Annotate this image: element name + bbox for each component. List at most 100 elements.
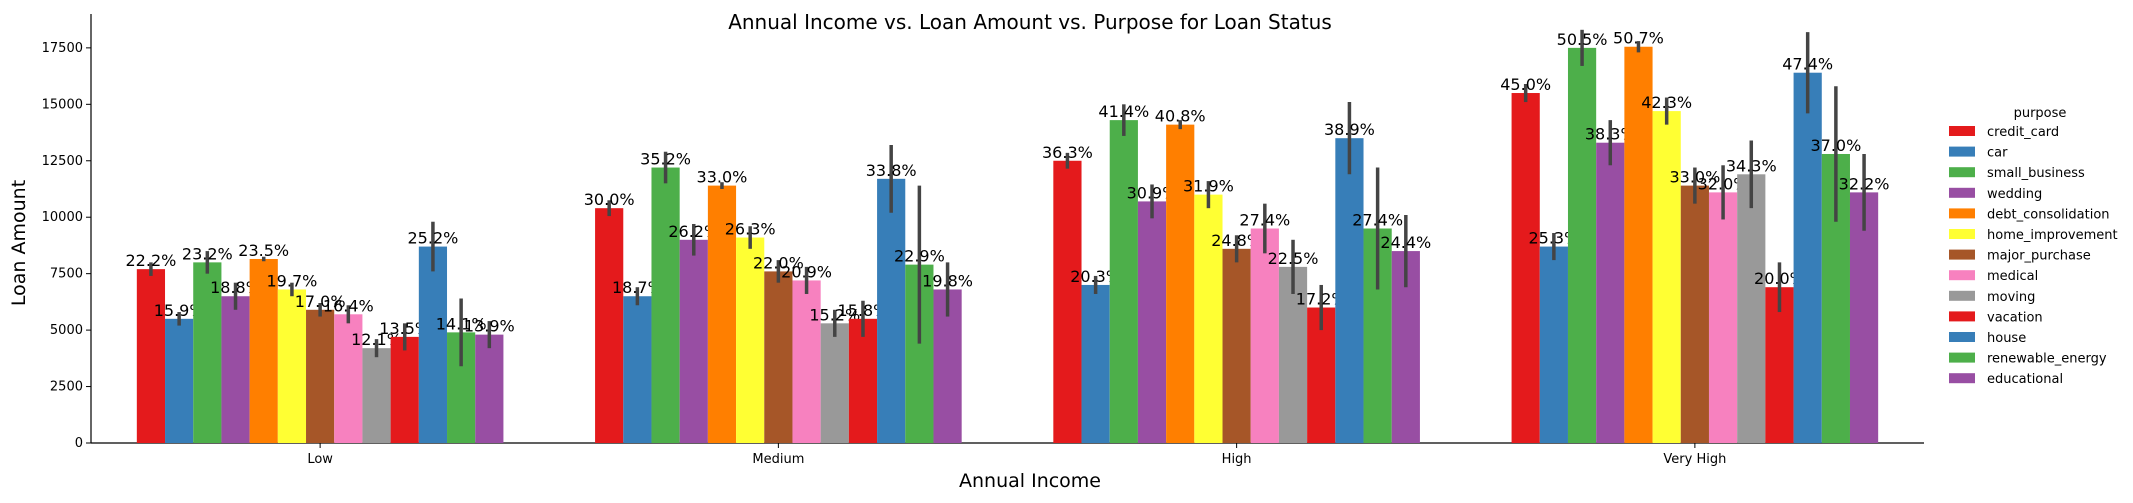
legend-label: renewable_energy <box>1987 352 2107 367</box>
data-label: 27.4% <box>1352 211 1403 230</box>
bar <box>221 296 250 443</box>
bar <box>390 336 419 443</box>
data-label: 47.4% <box>1782 55 1833 74</box>
bar <box>1539 246 1568 443</box>
bar <box>623 296 652 443</box>
x-axis-label: Annual Income <box>959 470 1101 492</box>
y-tick-label: 2500 <box>50 380 83 395</box>
data-label: 40.8% <box>1155 107 1206 126</box>
data-label: 15.2% <box>809 305 860 324</box>
legend-swatch <box>1949 229 1975 239</box>
legend-swatch <box>1949 352 1975 363</box>
legend-swatch <box>1949 332 1975 342</box>
bar <box>595 208 624 443</box>
x-tick-label: Low <box>307 452 333 467</box>
bar <box>1081 284 1110 443</box>
legend-label: car <box>1987 146 2008 161</box>
legend-label: debt_consolidation <box>1987 207 2110 222</box>
data-label: 33.0% <box>1669 168 1720 187</box>
data-label: 24.8% <box>1211 231 1262 250</box>
bar <box>1511 93 1540 444</box>
bar <box>277 289 307 443</box>
y-tick-label: 7500 <box>50 267 83 282</box>
data-label: 38.3% <box>1585 125 1636 144</box>
bar <box>1166 124 1195 443</box>
data-label: 17.2% <box>1296 290 1347 309</box>
bar <box>1596 142 1625 443</box>
bar <box>1765 287 1794 443</box>
bar <box>475 334 504 443</box>
data-label: 20.3% <box>1070 267 1121 286</box>
bar <box>1652 111 1681 443</box>
data-label: 36.3% <box>1042 143 1093 162</box>
legend-swatch <box>1949 208 1975 219</box>
bar <box>1109 120 1138 443</box>
data-label: 27.4% <box>1239 211 1290 230</box>
data-label: 32.0% <box>1698 174 1749 193</box>
data-label: 34.3% <box>1726 156 1777 175</box>
data-label: 22.0% <box>753 253 804 272</box>
bar <box>1793 72 1822 443</box>
legend-swatch <box>1949 167 1975 178</box>
y-tick-label: 12500 <box>42 154 83 169</box>
bar <box>651 167 680 443</box>
bar <box>1624 46 1653 444</box>
data-label: 15.8% <box>838 301 889 320</box>
bar <box>362 348 391 443</box>
data-label: 22.9% <box>894 247 945 266</box>
legend-label: house <box>1987 331 2026 346</box>
data-label: 18.7% <box>612 278 663 297</box>
data-label: 15.9% <box>154 301 205 320</box>
data-label: 17.0% <box>295 292 346 311</box>
legend-swatch <box>1949 290 1975 301</box>
x-tick-label: Medium <box>752 452 804 467</box>
data-label: 13.9% <box>464 317 515 336</box>
y-axis-label: Loan Amount <box>8 180 30 306</box>
bar <box>707 185 737 443</box>
bar <box>1194 194 1223 443</box>
legend-swatch <box>1949 373 1975 384</box>
legend-label: major_purchase <box>1987 249 2091 264</box>
bar <box>1849 192 1879 443</box>
bar <box>736 237 765 443</box>
data-label: 50.5% <box>1557 30 1608 49</box>
legend-swatch <box>1949 270 1975 281</box>
legend-label: small_business <box>1987 166 2085 181</box>
bar <box>136 269 166 443</box>
x-tick-label: Very High <box>1663 452 1726 467</box>
data-label: 19.8% <box>922 271 973 290</box>
data-label: 32.2% <box>1839 174 1890 193</box>
y-tick-label: 10000 <box>42 210 83 225</box>
data-label: 23.2% <box>182 244 233 263</box>
data-label: 45.0% <box>1500 75 1551 94</box>
legend-swatch <box>1949 249 1975 260</box>
legend-label: home_improvement <box>1987 228 2118 243</box>
data-label: 19.7% <box>267 271 318 290</box>
bar <box>679 239 708 443</box>
legend-label: wedding <box>1987 187 2042 202</box>
bar <box>848 318 878 443</box>
data-label: 20.0% <box>1754 269 1805 288</box>
data-label: 26.3% <box>725 220 776 239</box>
data-label: 30.9% <box>1127 183 1178 202</box>
legend-title: purpose <box>2014 106 2067 121</box>
data-label: 25.3% <box>1528 229 1579 248</box>
y-tick-label: 15000 <box>42 97 83 112</box>
data-label: 38.9% <box>1324 120 1375 139</box>
bar <box>306 309 335 443</box>
bar <box>1708 192 1738 443</box>
data-label: 25.2% <box>408 229 459 248</box>
data-label: 41.4% <box>1098 102 1149 121</box>
bar <box>418 246 448 443</box>
legend-label: vacation <box>1987 310 2043 325</box>
data-label: 33.0% <box>697 168 748 187</box>
bar <box>334 314 363 443</box>
bar <box>1737 174 1766 443</box>
data-label: 30.0% <box>584 190 635 209</box>
data-label: 42.3% <box>1641 93 1692 112</box>
legend-label: credit_card <box>1987 125 2059 140</box>
legend-swatch <box>1949 126 1975 136</box>
bar <box>1137 201 1167 443</box>
bar <box>877 178 906 444</box>
